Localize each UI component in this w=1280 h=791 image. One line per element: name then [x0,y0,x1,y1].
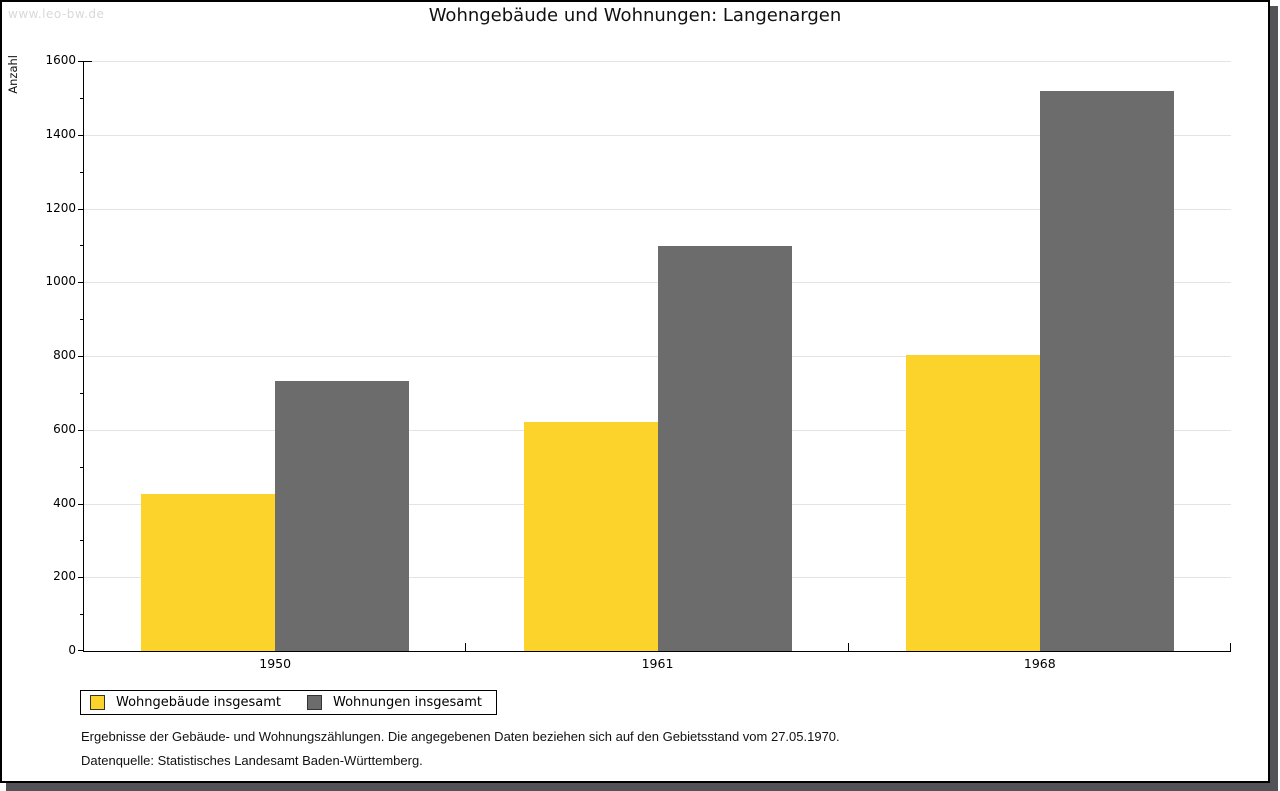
gridline [84,134,1231,136]
x-axis-endcap [1230,643,1231,651]
x-axis-tick [465,643,467,651]
legend-label-wohnungen: Wohnungen insgesamt [333,695,482,710]
bar-wohnungen-1961 [657,246,792,651]
y-tick-label: 1000 [45,274,76,289]
y-axis-tick [80,245,84,247]
watermark: www.leo-bw.de [8,7,105,21]
y-tick-label: 400 [53,495,76,510]
x-tick-label: 1968 [1023,656,1056,671]
legend-label-wohngebaeude: Wohngebäude insgesamt [116,695,281,710]
bar-wohnungen-1968 [1039,91,1174,651]
y-tick-label: 1400 [45,126,76,141]
x-tick-label: 1950 [259,656,292,671]
x-tick-label: 1961 [641,656,674,671]
y-axis-tick [78,429,84,431]
x-axis-tick [847,643,849,651]
legend-swatch-wohngebaeude [90,695,105,710]
y-axis-label: Anzahl [6,55,20,94]
y-tick-label: 1200 [45,200,76,215]
y-axis-tick [78,503,84,505]
y-axis-tick [78,208,84,210]
y-tick-label: 600 [53,421,76,436]
bar-wohngebaeude-1961 [523,422,658,651]
y-axis-tick [78,282,84,284]
bar-wohngebaeude-1950 [141,494,276,651]
legend: Wohngebäude insgesamt Wohnungen insgesam… [80,690,497,715]
plot-area: 1950 1961 1968 0 200 400 600 800 1000 1200 1400 160… [45,53,1231,671]
y-axis-endcap [84,61,92,62]
y-axis-tick [80,319,84,321]
y-tick-label: 800 [53,348,76,362]
gridline [84,61,1231,62]
legend-swatch-wohnungen [307,695,322,710]
chart-title: Wohngebäude und Wohnungen: Langenargen [428,5,842,26]
y-tick-label: 1600 [45,53,76,67]
gridline [84,208,1231,210]
bar-wohnungen-1950 [275,380,410,651]
y-axis-tick [78,650,84,651]
y-axis-tick [80,97,84,99]
y-axis-tick [78,134,84,136]
bar-wohngebaeude-1968 [905,354,1040,651]
y-tick-label: 0 [68,643,76,657]
y-axis-tick [80,540,84,542]
footnote-datenquelle: Datenquelle: Statistisches Landesamt Bad… [81,753,423,768]
y-axis-tick [78,61,84,62]
y-axis-tick [80,614,84,616]
drop-shadow-right [1270,6,1278,791]
y-axis-tick [80,171,84,173]
y-axis-tick [78,577,84,579]
y-tick-label: 200 [53,569,76,584]
footnote-source-note: Ergebnisse der Gebäude- und Wohnungszähl… [81,729,840,744]
y-axis-tick [80,466,84,468]
y-axis-tick [80,392,84,394]
drop-shadow-bottom [6,783,1278,791]
y-axis-tick [78,356,84,357]
